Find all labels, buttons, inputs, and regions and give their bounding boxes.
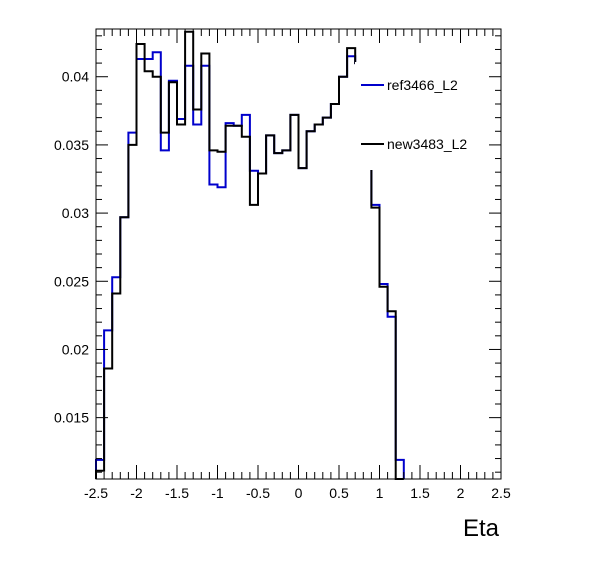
y-tick-label: 0.02: [62, 341, 89, 357]
x-tick-label: 1: [376, 485, 384, 501]
y-tick-label: 0.04: [62, 69, 89, 85]
x-tick-label: 2.5: [491, 485, 511, 501]
y-tick-label: 0.025: [54, 273, 89, 289]
x-tick-label: 1.5: [410, 485, 430, 501]
legend-label-2: new3483_L2: [387, 136, 467, 152]
x-tick-label: -2: [130, 485, 143, 501]
legend: ref3466_L2 new3483_L2: [361, 77, 467, 152]
y-tick-label: 0.015: [54, 410, 89, 426]
y-tick-label: 0.03: [62, 205, 89, 221]
x-tick-label: -2.5: [84, 485, 108, 501]
x-tick-label: 0.5: [329, 485, 349, 501]
x-axis-label: Eta: [463, 515, 500, 542]
x-tick-label: 2: [457, 485, 465, 501]
x-tick-label: -0.5: [246, 485, 270, 501]
series-layer: [95, 30, 405, 480]
x-tick-label: 0: [295, 485, 303, 501]
legend-label-1: ref3466_L2: [387, 77, 458, 93]
legend-box: [355, 62, 495, 170]
axis-ticks: -2.5 -2 -1.5 -1 -0.5 0 0.5 1 1.5 2 2.5 0.015 0.02 0.0…: [54, 29, 511, 501]
y-tick-label: 0.035: [54, 137, 89, 153]
x-tick-label: -1: [211, 485, 224, 501]
x-tick-label: -1.5: [165, 485, 189, 501]
series-2-line: [95, 30, 404, 480]
